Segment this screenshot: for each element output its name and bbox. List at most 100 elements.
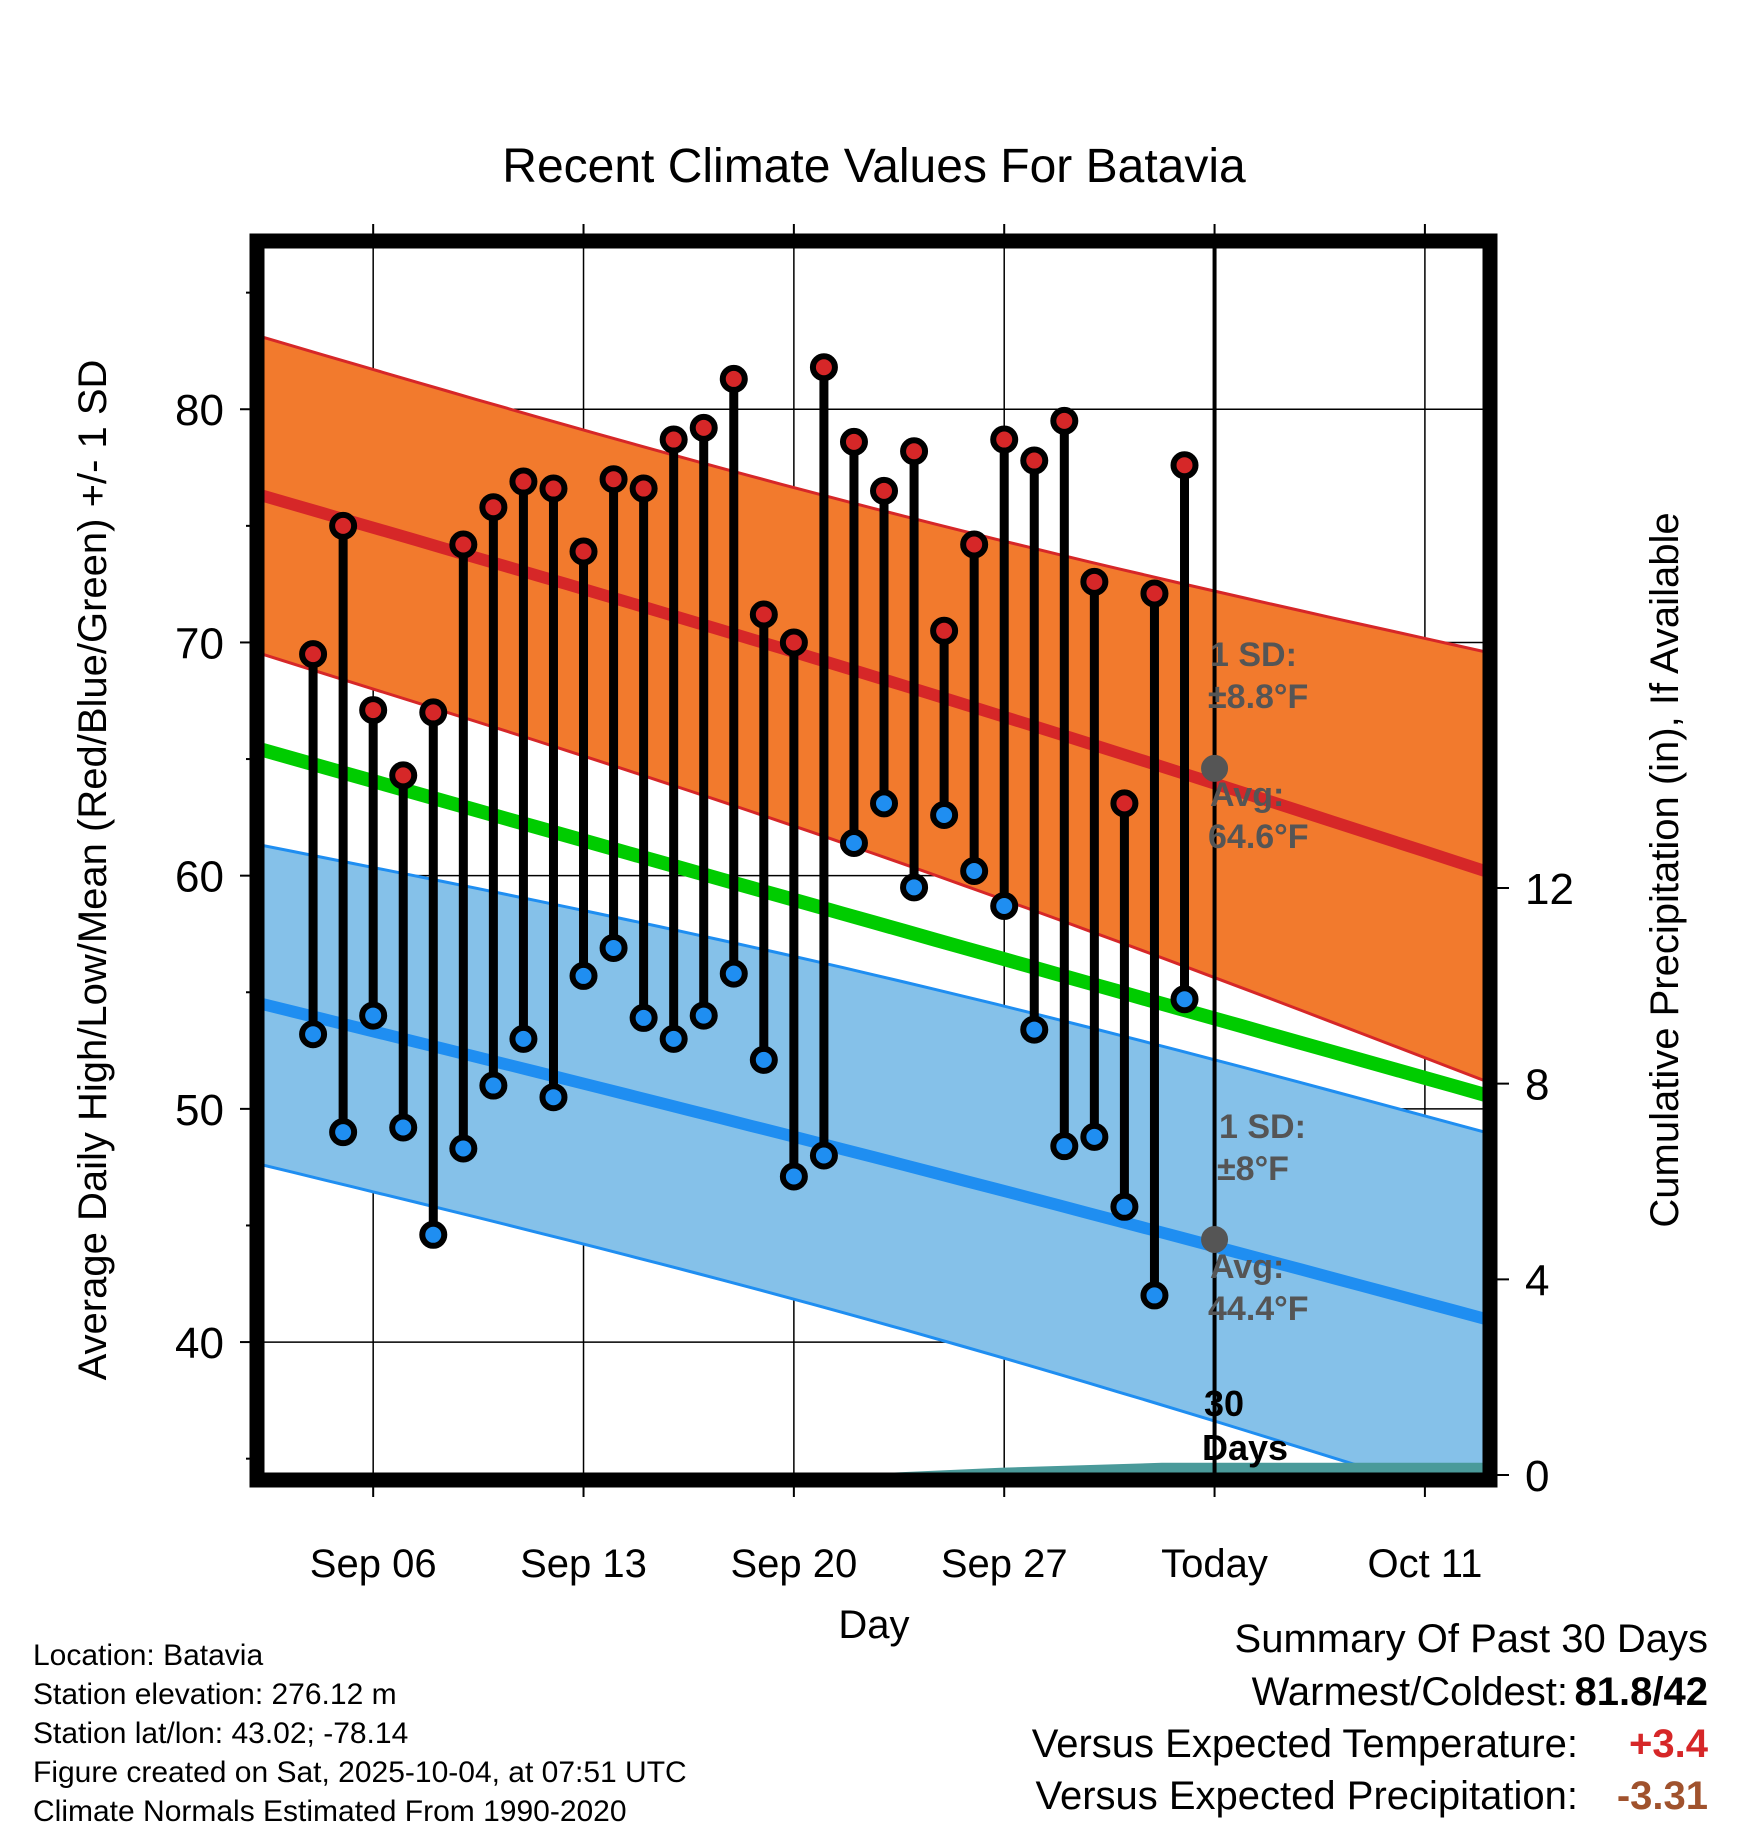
daily-high-point — [930, 616, 959, 645]
plot-frame — [249, 233, 1498, 1488]
footer-location: Location: Batavia — [33, 1639, 264, 1672]
daily-low-point — [659, 1024, 688, 1053]
x-tick-label: Today — [1161, 1542, 1268, 1586]
y-tick-label: 70 — [175, 619, 224, 668]
daily-high-point — [809, 353, 838, 382]
daily-low-point — [839, 829, 868, 858]
daily-high-point — [779, 628, 808, 657]
today-high-avg-marker — [1201, 754, 1229, 782]
summary-title: Summary Of Past 30 Days — [1234, 1617, 1708, 1661]
footer-created: Figure created on Sat, 2025-10-04, at 07… — [33, 1756, 687, 1789]
footer-elevation: Station elevation: 276.12 m — [33, 1678, 397, 1711]
daily-high-point — [870, 476, 899, 505]
x-tick-label: Sep 20 — [730, 1542, 857, 1586]
footer-normals: Climate Normals Estimated From 1990-2020 — [33, 1795, 627, 1828]
daily-low-point — [779, 1162, 808, 1191]
x-tick-label: Sep 13 — [520, 1542, 647, 1586]
daily-low-point — [1170, 985, 1199, 1014]
daily-high-point — [329, 511, 358, 540]
y-tick-label: 50 — [175, 1086, 224, 1135]
daily-low-point — [1050, 1132, 1079, 1161]
daily-low-point — [509, 1024, 538, 1053]
y-tick-label: 60 — [175, 853, 224, 902]
daily-high-point — [299, 640, 328, 669]
high-sd-value: ±8.8°F — [1208, 678, 1308, 716]
daily-high-point — [479, 493, 508, 522]
y2-tick-label: 0 — [1525, 1452, 1549, 1501]
y2-tick-label: 8 — [1525, 1061, 1549, 1110]
daily-low-point — [569, 961, 598, 990]
y2-tick-label: 12 — [1525, 865, 1574, 914]
daily-low-point — [1110, 1192, 1139, 1221]
daily-low-point — [960, 856, 989, 885]
daily-low-point — [629, 1003, 658, 1032]
daily-high-point — [359, 696, 388, 725]
daily-low-point — [299, 1020, 328, 1049]
daily-low-point — [719, 959, 748, 988]
precip-area — [838, 1462, 1485, 1475]
daily-high-point — [689, 413, 718, 442]
daily-high-point — [569, 537, 598, 566]
x-tick-label: Sep 27 — [941, 1542, 1068, 1586]
daily-high-point — [749, 600, 778, 629]
daily-high-point — [1140, 579, 1169, 608]
daily-high-point — [389, 761, 418, 790]
y2-tick-label: 4 — [1525, 1256, 1549, 1305]
daily-high-point — [1110, 789, 1139, 818]
y-axis-label: Average Daily High/Low/Mean (Red/Blue/Gr… — [71, 360, 115, 1381]
daily-low-point — [359, 1001, 388, 1030]
low-sd-label: 1 SD: — [1219, 1108, 1306, 1146]
daily-high-point — [900, 437, 929, 466]
daily-high-point — [960, 530, 989, 559]
x-tick-label: Oct 11 — [1367, 1542, 1482, 1586]
daily-low-point — [900, 873, 929, 902]
daily-high-point — [509, 467, 538, 496]
daily-low-point — [539, 1083, 568, 1112]
daily-low-point — [389, 1113, 418, 1142]
summary-precip-value: -3.31 — [1616, 1774, 1708, 1818]
daily-low-point — [449, 1134, 478, 1163]
plot-area: 1 SD: ±8.8°F Avg: 64.6°F 1 SD: ±8°F Avg: 44.4°F… — [175, 224, 1574, 1586]
plot-inner: 1 SD: ±8.8°F Avg: 64.6°F 1 SD: ±8°F Avg: 44.4°F… — [262, 246, 1485, 1475]
daily-high-point — [1170, 451, 1199, 480]
daily-high-point — [839, 427, 868, 456]
daily-low-point — [1140, 1281, 1169, 1310]
summary-temp-value: +3.4 — [1629, 1722, 1708, 1766]
summary-temp-label: Versus Expected Temperature: — [1031, 1722, 1578, 1766]
daily-low-point — [870, 789, 899, 818]
x-tick-label: Sep 06 — [310, 1542, 437, 1586]
daily-high-point — [599, 465, 628, 494]
daily-high-point — [1020, 446, 1049, 475]
x-axis-label: Day — [838, 1603, 909, 1647]
daily-low-point — [689, 1001, 718, 1030]
y2-axis-label: Cumulative Precipitation (in), If Availa… — [1643, 512, 1687, 1227]
high-sd-band — [262, 337, 1485, 1081]
footer-latlon: Station lat/lon: 43.02; -78.14 — [33, 1717, 409, 1750]
low-sd-lower-line — [262, 1163, 1394, 1475]
high-avg-label: Avg: — [1210, 776, 1284, 814]
window-number: 30 — [1204, 1383, 1244, 1424]
y-tick-label: 40 — [175, 1319, 224, 1368]
daily-high-point — [419, 698, 448, 727]
low-sd-value: ±8°F — [1217, 1150, 1289, 1188]
high-avg-value: 64.6°F — [1208, 818, 1309, 856]
high-sd-label: 1 SD: — [1210, 636, 1297, 674]
daily-high-point — [629, 474, 658, 503]
daily-high-point — [1080, 567, 1109, 596]
low-avg-value: 44.4°F — [1208, 1290, 1309, 1328]
daily-high-point — [990, 425, 1019, 454]
daily-low-point — [1020, 1015, 1049, 1044]
daily-low-point — [749, 1045, 778, 1074]
high-sd-upper-line — [262, 335, 1485, 654]
low-avg-label: Avg: — [1210, 1248, 1284, 1286]
summary-warm-cold-label: Warmest/Coldest: — [1251, 1670, 1568, 1714]
daily-low-point — [990, 891, 1019, 920]
daily-low-point — [419, 1220, 448, 1249]
window-unit: Days — [1202, 1427, 1288, 1468]
daily-high-point — [659, 425, 688, 454]
daily-low-point — [930, 801, 959, 830]
daily-low-point — [479, 1071, 508, 1100]
daily-high-point — [539, 474, 568, 503]
daily-low-point — [329, 1118, 358, 1147]
